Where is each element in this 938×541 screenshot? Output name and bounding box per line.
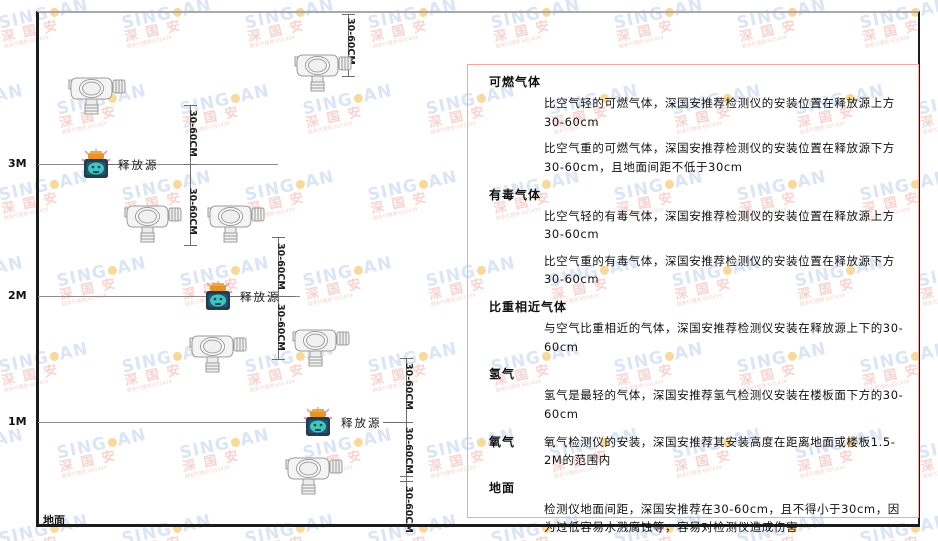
guideline-section: 比重相近气体与空气比重相近的气体，深国安推荐检测仪安装在释放源上下的30-60c… bbox=[482, 298, 904, 356]
guideline-paragraph: 氢气是最轻的气体，深国安推荐氢气检测仪安装在楼板面下方的30-60cm bbox=[544, 388, 904, 421]
gas-detector-icon bbox=[290, 320, 352, 372]
guideline-paragraph: 比空气轻的可燃气体，深国安推荐检测仪的安装位置在释放源上方30-60cm bbox=[544, 96, 895, 129]
dimension-tick bbox=[272, 359, 285, 360]
guideline-section-body: 氧气检测仪的安装，深国安推荐其安装高度在距离地面或楼板1.5-2M的范围内 bbox=[482, 433, 904, 470]
guideline-paragraph: 与空气比重相近的气体，深国安推荐检测仪安装在释放源上下的30-60cm bbox=[544, 321, 904, 354]
release-source-icon bbox=[300, 406, 336, 443]
source-leader-line-2m bbox=[222, 296, 244, 297]
dimension-line-middle bbox=[278, 237, 279, 359]
dimension-tick bbox=[400, 476, 413, 477]
gas-detector-icon bbox=[66, 68, 128, 120]
guideline-section-heading: 地面 bbox=[489, 480, 516, 495]
height-label-3m: 3M bbox=[8, 157, 27, 170]
source-leader-line-3m bbox=[100, 164, 122, 165]
gas-detector-icon bbox=[292, 45, 354, 97]
guideline-paragraph: 比空气重的有毒气体，深国安推荐检测仪的安装位置在释放源下方30-60cm bbox=[544, 253, 895, 287]
guideline-section: 氧气 氧气检测仪的安装，深国安推荐其安装高度在距离地面或楼板1.5-2M的范围内 bbox=[482, 433, 904, 470]
dimension-tick bbox=[272, 296, 285, 297]
diagram-frame bbox=[36, 11, 920, 527]
guideline-section: 地面检测仪地面间距，深国安推荐在30-60cm，且不得小于30cm，因为过低容易… bbox=[482, 479, 904, 537]
guideline-section-body: 检测仪地面间距，深国安推荐在30-60cm，且不得小于30cm，因为过低容易水溅… bbox=[482, 500, 904, 537]
dimension-tick bbox=[272, 237, 285, 238]
guideline-section: 氢气氢气是最轻的气体，深国安推荐氢气检测仪安装在楼板面下方的30-60cm bbox=[482, 365, 904, 423]
reference-line-3m bbox=[38, 164, 278, 165]
guideline-section-body: 与空气比重相近的气体，深国安推荐检测仪安装在释放源上下的30-60cm bbox=[482, 319, 904, 356]
guideline-panel: 可燃气体 比空气轻的可燃气体，深国安推荐检测仪的安装位置在释放源上方30-60cm… bbox=[467, 64, 919, 534]
dimension-label: 30-60CM bbox=[403, 363, 414, 410]
guideline-section-heading: 可燃气体 bbox=[489, 75, 542, 89]
release-source-icon bbox=[78, 148, 114, 185]
gas-detector-icon bbox=[283, 448, 345, 500]
gas-detector-icon bbox=[205, 196, 267, 248]
source-leader-line-1m-right bbox=[383, 422, 406, 423]
guideline-section-heading: 氧气 bbox=[489, 434, 516, 449]
release-source-label: 释放源 bbox=[240, 290, 281, 304]
dimension-label: 30-60CM bbox=[275, 304, 286, 351]
height-label-2m: 2M bbox=[8, 289, 27, 302]
source-leader-line-2m-right bbox=[275, 296, 295, 297]
release-source-label: 释放源 bbox=[341, 416, 382, 430]
dimension-line-lower-right bbox=[406, 358, 407, 524]
guideline-paragraph: 比空气轻的有毒气体，深国安推荐检测仪的安装位置在释放源上方30-60cm bbox=[544, 208, 895, 242]
gas-detector-icon bbox=[122, 196, 184, 248]
guideline-section-body: 比空气轻的有毒气体，深国安推荐检测仪的安装位置在释放源上方30-60cm 比空气重… bbox=[482, 207, 904, 290]
reference-line-1m bbox=[38, 422, 330, 423]
dimension-line-top bbox=[348, 14, 349, 76]
release-source-icon bbox=[200, 280, 236, 317]
guideline-section: 可燃气体 比空气轻的可燃气体，深国安推荐检测仪的安装位置在释放源上方30-60cm… bbox=[482, 73, 904, 177]
guideline-section-body: 氢气是最轻的气体，深国安推荐氢气检测仪安装在楼板面下方的30-60cm bbox=[482, 386, 904, 423]
dimension-tick bbox=[184, 245, 197, 246]
dimension-tick bbox=[400, 481, 413, 482]
dimension-label: 30-60CM bbox=[275, 243, 286, 290]
guideline-section: 有毒气体 比空气轻的有毒气体，深国安推荐检测仪的安装位置在释放源上方30-60cm… bbox=[482, 186, 904, 290]
dimension-tick bbox=[184, 164, 197, 165]
dimension-label: 30-60CM bbox=[403, 486, 414, 533]
release-source-label: 释放源 bbox=[118, 158, 159, 172]
guideline-section-heading: 比重相近气体 bbox=[489, 300, 568, 314]
guideline-paragraph: 比空气重的可燃气体，深国安推荐检测仪的安装位置在释放源下方30-60cm，且地面… bbox=[544, 141, 895, 174]
guideline-section-body: 比空气轻的可燃气体，深国安推荐检测仪的安装位置在释放源上方30-60cm 比空气重… bbox=[482, 94, 904, 177]
height-label-1m: 1M bbox=[8, 415, 27, 428]
dimension-label: 30-60CM bbox=[187, 110, 198, 157]
dimension-tick bbox=[342, 76, 355, 77]
gas-detector-icon bbox=[187, 326, 249, 378]
dimension-line-upper-left bbox=[190, 105, 191, 245]
guideline-paragraph: 检测仪地面间距，深国安推荐在30-60cm，且不得小于30cm，因为过低容易水溅… bbox=[544, 501, 900, 535]
dimension-label: 30-60CM bbox=[403, 427, 414, 474]
guideline-paragraph: 氧气检测仪的安装，深国安推荐其安装高度在距离地面或楼板1.5-2M的范围内 bbox=[544, 434, 896, 468]
dimension-tick bbox=[184, 105, 197, 106]
guideline-section-heading: 有毒气体 bbox=[489, 187, 542, 202]
guideline-section-heading: 氢气 bbox=[489, 367, 516, 382]
ground-label: 地面 bbox=[43, 514, 65, 527]
dimension-label: 30-60CM bbox=[187, 188, 198, 235]
dimension-tick bbox=[342, 14, 355, 15]
dimension-tick bbox=[400, 422, 413, 423]
reference-line-2m bbox=[38, 296, 300, 297]
dimension-tick bbox=[400, 358, 413, 359]
